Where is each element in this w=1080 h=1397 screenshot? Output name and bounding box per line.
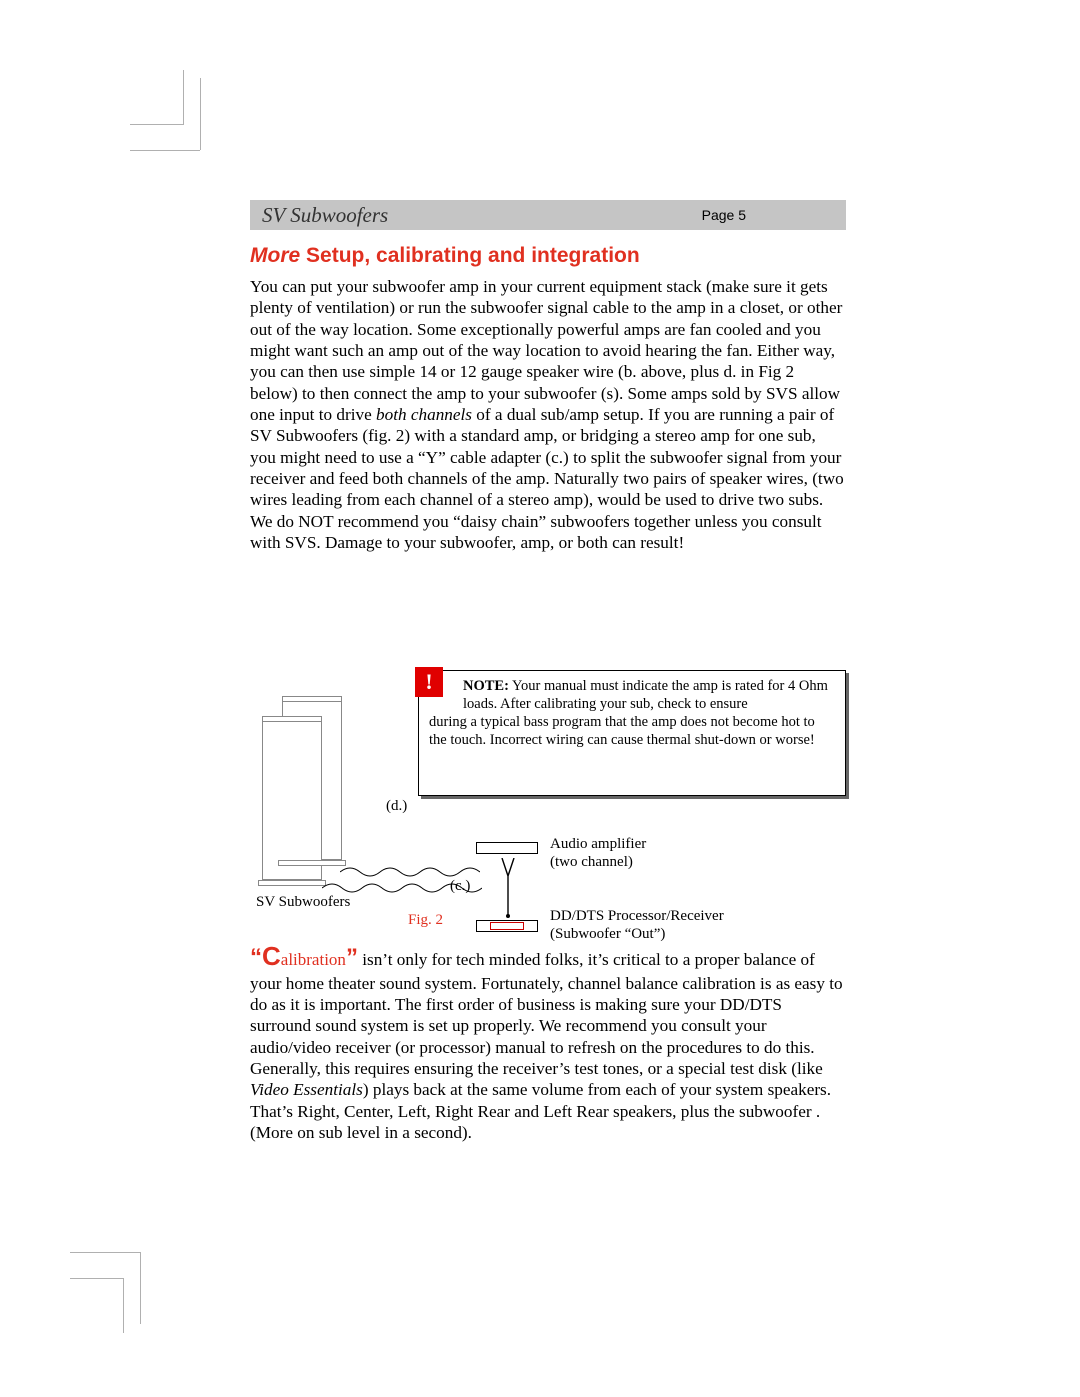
subwoofer-front-icon — [262, 716, 322, 880]
note-bold: NOTE: — [463, 678, 509, 694]
figure-2: ! NOTE: Your manual must indicate the am… — [250, 668, 845, 938]
p1-a: You can put your subwoofer amp in your c… — [250, 277, 842, 424]
y-cable-icon — [500, 858, 516, 918]
p2-em: Video Essentials — [250, 1080, 363, 1099]
note-rest: during a typical bass program that the a… — [429, 713, 835, 749]
quote-open: “ — [250, 944, 262, 971]
label-c: (c.) — [450, 878, 470, 895]
quote-close: ” — [346, 944, 358, 971]
crop-mark — [183, 70, 184, 125]
p1-em: both channels — [376, 405, 472, 424]
note-box: ! NOTE: Your manual must indicate the am… — [418, 670, 846, 796]
crop-mark — [70, 1252, 140, 1253]
crop-mark — [130, 124, 184, 125]
label-proc1: DD/DTS Processor/Receiver — [550, 908, 724, 925]
page-header: SV Subwoofers Page 5 — [250, 200, 846, 230]
heading-rest: Setup, calibrating and integration — [300, 244, 640, 267]
crop-mark — [140, 1252, 141, 1324]
warning-icon: ! — [415, 667, 443, 697]
p1-b: of a dual sub/amp setup. If you are runn… — [250, 405, 844, 552]
crop-mark — [200, 78, 201, 150]
dropcap-c: C — [262, 941, 281, 971]
label-fig2: Fig. 2 — [408, 912, 443, 929]
product-title: SV Subwoofers — [262, 203, 388, 228]
dropcap-rest: alibration — [281, 950, 346, 969]
paragraph-calibration: “Calibration” isn’t only for tech minded… — [250, 940, 845, 1143]
label-amp1: Audio amplifier — [550, 836, 646, 853]
section-heading: More Setup, calibrating and integration — [250, 244, 640, 268]
subwoofer-front-base — [258, 880, 326, 886]
cable-d2-icon — [340, 864, 480, 874]
paragraph-setup: You can put your subwoofer amp in your c… — [250, 276, 845, 553]
p2-a: isn’t only for tech minded folks, it’s c… — [250, 950, 843, 1078]
label-sv: SV Subwoofers — [256, 894, 350, 911]
label-d: (d.) — [386, 798, 407, 815]
label-amp2: (two channel) — [550, 854, 633, 871]
processor-ports-icon — [490, 922, 524, 930]
crop-mark — [123, 1278, 124, 1333]
note-line1: NOTE: Your manual must indicate the amp … — [463, 677, 835, 713]
note-line1-text: Your manual must indicate the amp is rat… — [463, 678, 828, 712]
crop-mark — [130, 150, 200, 151]
subwoofer-back-cap — [282, 696, 342, 702]
subwoofer-back-base — [278, 860, 346, 866]
amplifier-icon — [476, 842, 538, 854]
subwoofer-front-cap — [262, 716, 322, 722]
page-number: Page 5 — [702, 207, 746, 223]
heading-more: More — [250, 244, 300, 267]
crop-mark — [70, 1278, 124, 1279]
